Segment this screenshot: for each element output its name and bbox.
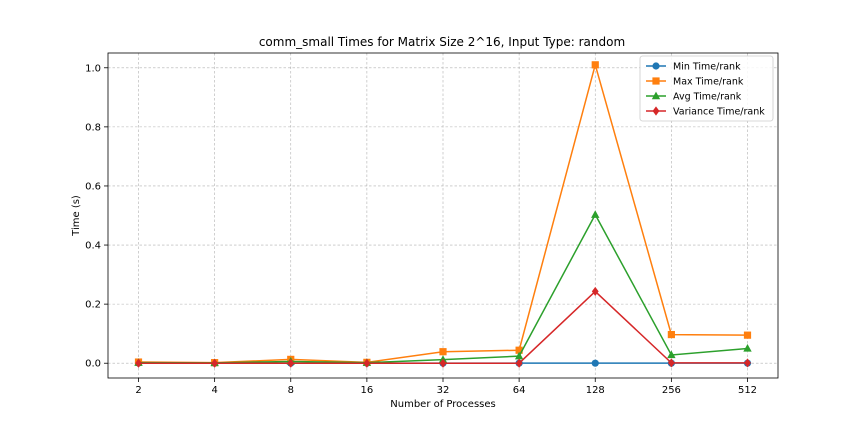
y-tick-label: 0.4 <box>85 241 101 252</box>
axis-ticks: 2 4 8 16 32 64 128 256 512 0.0 0.2 0.4 0.6 0.8 1.0 <box>85 63 757 396</box>
data-point <box>667 330 675 339</box>
data-point <box>667 350 676 359</box>
data-point <box>591 286 599 297</box>
x-tick-label: 16 <box>361 385 374 396</box>
x-tick-label: 4 <box>211 385 217 396</box>
x-tick-label: 128 <box>586 385 605 396</box>
data-point <box>743 344 752 352</box>
chart-title: comm_small Times for Matrix Size 2^16, I… <box>259 35 625 49</box>
legend-entry: Min Time/rank <box>673 62 741 73</box>
legend-entry: Max Time/rank <box>673 77 744 88</box>
data-point <box>135 358 142 368</box>
legend-marker <box>652 77 660 85</box>
legend: Min Time/rank Max Time/rank Avg Time/rank V… <box>639 55 774 122</box>
plot-series <box>134 61 752 368</box>
legend-entry: Variance Time/rank <box>673 107 765 118</box>
y-tick-label: 1.0 <box>85 63 101 74</box>
data-point <box>515 358 523 368</box>
x-tick-label: 256 <box>662 385 681 396</box>
x-tick-label: 8 <box>288 385 294 396</box>
data-point <box>743 331 752 339</box>
x-tick-label: 2 <box>135 385 141 396</box>
series-4 <box>135 286 751 368</box>
data-point <box>211 358 219 368</box>
data-point <box>591 359 599 367</box>
data-point <box>439 358 447 368</box>
y-tick-label: 0.0 <box>85 359 101 370</box>
data-point <box>515 346 523 354</box>
data-point <box>591 61 599 69</box>
y-tick-label: 0.2 <box>85 300 101 311</box>
legend-marker <box>652 62 660 70</box>
data-point <box>439 348 447 356</box>
legend-entry: Avg Time/rank <box>673 92 742 103</box>
x-tick-label: 32 <box>437 385 450 396</box>
legend-box <box>639 55 774 122</box>
y-tick-label: 0.6 <box>85 181 101 192</box>
y-tick-label: 0.8 <box>85 122 101 133</box>
legend-marker <box>652 106 660 116</box>
data-point <box>287 358 295 368</box>
x-tick-label: 512 <box>738 385 757 396</box>
data-point <box>591 210 600 218</box>
data-point <box>744 358 751 368</box>
data-point <box>667 358 675 368</box>
x-tick-label: 64 <box>513 385 526 396</box>
x-axis-label: Number of Processes <box>390 399 495 410</box>
y-axis-label: Time (s) <box>71 195 82 237</box>
legend-marker <box>651 91 661 100</box>
data-point <box>363 358 371 368</box>
data-point <box>514 351 524 360</box>
